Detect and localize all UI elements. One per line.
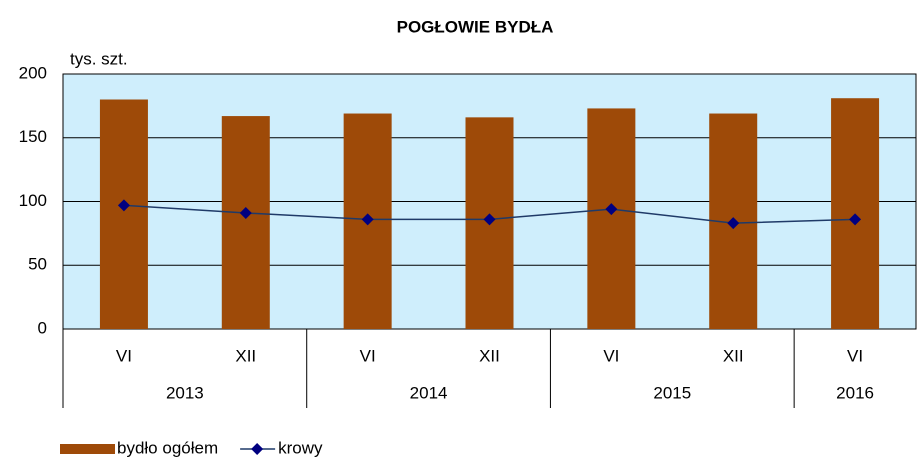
bar <box>221 116 270 329</box>
bar <box>587 108 636 329</box>
marker <box>483 213 496 226</box>
y-axis-label: tys. szt. <box>70 49 128 68</box>
y-tick-label: 200 <box>19 63 47 82</box>
group-label: 2016 <box>836 383 874 402</box>
legend-label: krowy <box>278 438 323 457</box>
marker <box>849 213 862 226</box>
legend-swatch <box>60 444 115 454</box>
x-tick-label: XII <box>235 346 256 365</box>
y-tick-label: 50 <box>28 255 47 274</box>
y-tick-label: 100 <box>19 191 47 210</box>
marker <box>727 217 740 230</box>
group-label: 2015 <box>653 383 691 402</box>
x-tick-label: VI <box>360 346 376 365</box>
legend-label: bydło ogółem <box>117 438 218 457</box>
marker <box>361 213 374 226</box>
chart-title: POGŁOWIE BYDŁA <box>397 17 554 36</box>
x-tick-label: VI <box>603 346 619 365</box>
marker <box>239 206 252 219</box>
marker <box>117 199 130 212</box>
y-tick-label: 0 <box>38 318 47 337</box>
x-tick-label: XII <box>479 346 500 365</box>
legend-swatch <box>251 443 264 455</box>
group-label: 2014 <box>410 383 448 402</box>
marker <box>605 203 618 216</box>
x-tick-label: XII <box>723 346 744 365</box>
y-tick-label: 150 <box>19 127 47 146</box>
group-label: 2013 <box>166 383 204 402</box>
x-tick-label: VI <box>847 346 863 365</box>
bar <box>99 99 148 329</box>
x-tick-label: VI <box>116 346 132 365</box>
